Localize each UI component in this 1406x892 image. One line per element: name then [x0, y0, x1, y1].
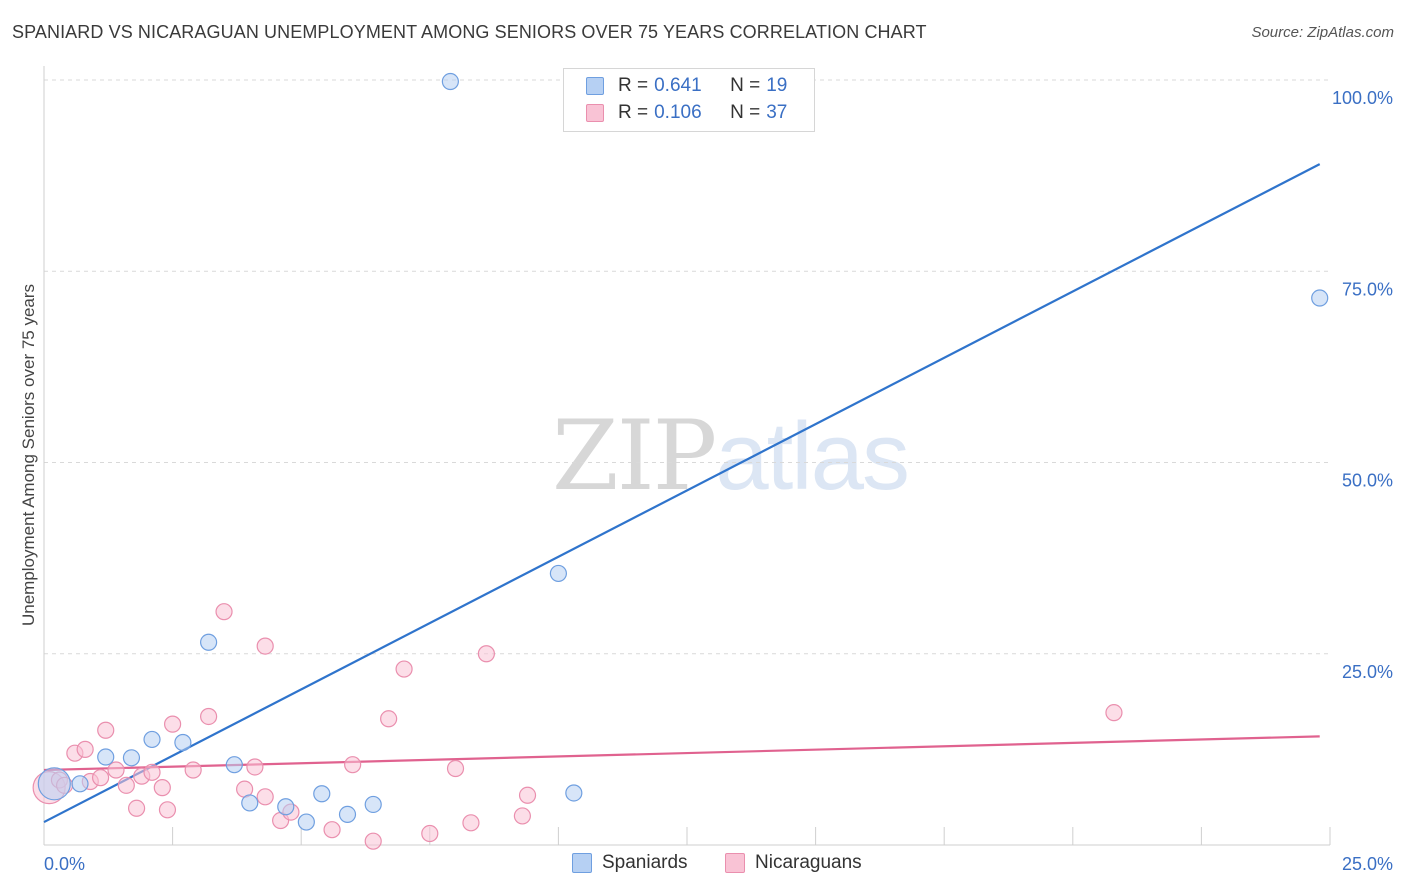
source-label: Source: ZipAtlas.com [1251, 24, 1394, 41]
legend-label-spaniards: Spaniards [602, 852, 688, 873]
data-point-spaniards [297, 813, 315, 831]
legend-r-label: R = [618, 75, 649, 96]
data-point-nicaraguans [1105, 704, 1123, 722]
watermark-zip: ZIP [552, 400, 717, 512]
data-point-spaniards [364, 795, 382, 814]
data-point-nicaraguans [200, 707, 218, 726]
x-tick-label: 25.0% [1342, 854, 1393, 874]
series-legend: Spaniards Nicaraguans [0, 852, 1406, 878]
data-point-spaniards [97, 748, 115, 766]
data-point-nicaraguans [446, 759, 465, 778]
data-point-spaniards [338, 805, 357, 824]
data-point-nicaraguans [158, 801, 177, 819]
legend-swatch-pink [586, 104, 604, 122]
y-tick-label: 75.0% [1342, 279, 1393, 299]
data-point-nicaraguans [256, 788, 274, 806]
data-point-spaniards [143, 730, 161, 749]
legend-row-spaniards: R = 0.641 N = 19 [586, 74, 787, 98]
legend-swatch-blue [572, 853, 592, 873]
data-point-nicaraguans [76, 740, 94, 758]
data-point-spaniards [549, 564, 568, 583]
trend-line-spaniards [43, 163, 1321, 824]
y-tick-label: 25.0% [1342, 662, 1393, 682]
data-point-spaniards [71, 775, 89, 793]
data-point-nicaraguans [91, 769, 110, 787]
watermark-atlas: atlas [715, 403, 910, 510]
data-points [32, 71, 1329, 850]
legend-swatch-blue [586, 77, 604, 95]
legend-item-nicaraguans[interactable]: Nicaraguans [725, 852, 862, 874]
data-point-spaniards [441, 72, 459, 91]
data-point-nicaraguans [215, 603, 233, 621]
data-point-nicaraguans [344, 756, 362, 774]
data-point-nicaraguans [153, 779, 171, 797]
data-point-nicaraguans [256, 637, 274, 655]
legend-row-nicaraguans: R = 0.106 N = 37 [586, 101, 787, 125]
data-point-nicaraguans [518, 786, 537, 804]
data-point-nicaraguans [323, 821, 341, 839]
grid-lines [44, 79, 1330, 655]
legend-swatch-pink [725, 853, 745, 873]
legend-n-value: 19 [766, 75, 788, 96]
data-point-nicaraguans [421, 824, 439, 843]
x-tick-label: 0.0% [44, 854, 85, 874]
legend-r-value: 0.641 [654, 75, 702, 96]
data-point-nicaraguans [97, 721, 115, 739]
data-point-nicaraguans [127, 799, 146, 817]
data-point-nicaraguans [164, 715, 182, 733]
legend-n-label: N = [730, 75, 761, 96]
data-point-spaniards [313, 785, 331, 803]
data-point-nicaraguans [513, 807, 531, 825]
y-tick-label: 50.0% [1342, 471, 1393, 491]
tick-labels: 25.0% 50.0% 75.0% 100.0% 0.0% 25.0% [44, 88, 1393, 874]
data-point-nicaraguans [477, 645, 495, 663]
data-point-nicaraguans [107, 761, 125, 779]
y-axis-label: Unemployment Among Seniors over 75 years [19, 284, 38, 626]
data-point-nicaraguans [143, 763, 161, 781]
data-point-nicaraguans [364, 832, 382, 850]
data-point-nicaraguans [246, 758, 264, 776]
data-point-spaniards [277, 798, 295, 816]
axes [43, 66, 1331, 846]
data-point-spaniards [37, 767, 71, 801]
data-point-nicaraguans [462, 814, 480, 832]
legend-item-spaniards[interactable]: Spaniards [572, 852, 688, 874]
watermark: ZIPatlas [552, 400, 910, 512]
legend-n-value: 37 [766, 102, 788, 123]
data-point-nicaraguans [395, 660, 413, 678]
correlation-legend: R = 0.641 N = 19 R = 0.106 N = 37 [563, 68, 815, 132]
data-point-spaniards [1311, 289, 1329, 307]
data-point-nicaraguans [380, 710, 398, 728]
chart-title: SPANIARD VS NICARAGUAN UNEMPLOYMENT AMON… [12, 22, 927, 42]
data-point-spaniards [174, 733, 192, 752]
legend-n-label: N = [730, 102, 761, 123]
legend-label-nicaraguans: Nicaraguans [755, 852, 862, 873]
data-point-spaniards [241, 794, 259, 812]
data-point-spaniards [122, 749, 141, 767]
legend-r-label: R = [618, 102, 649, 123]
trend-lines [43, 163, 1321, 824]
data-point-spaniards [225, 756, 243, 774]
data-point-nicaraguans [117, 776, 135, 794]
data-point-nicaraguans [184, 761, 202, 779]
legend-r-value: 0.106 [654, 102, 702, 123]
data-point-spaniards [200, 633, 218, 651]
data-point-spaniards [565, 784, 583, 802]
y-tick-label: 100.0% [1332, 88, 1393, 108]
